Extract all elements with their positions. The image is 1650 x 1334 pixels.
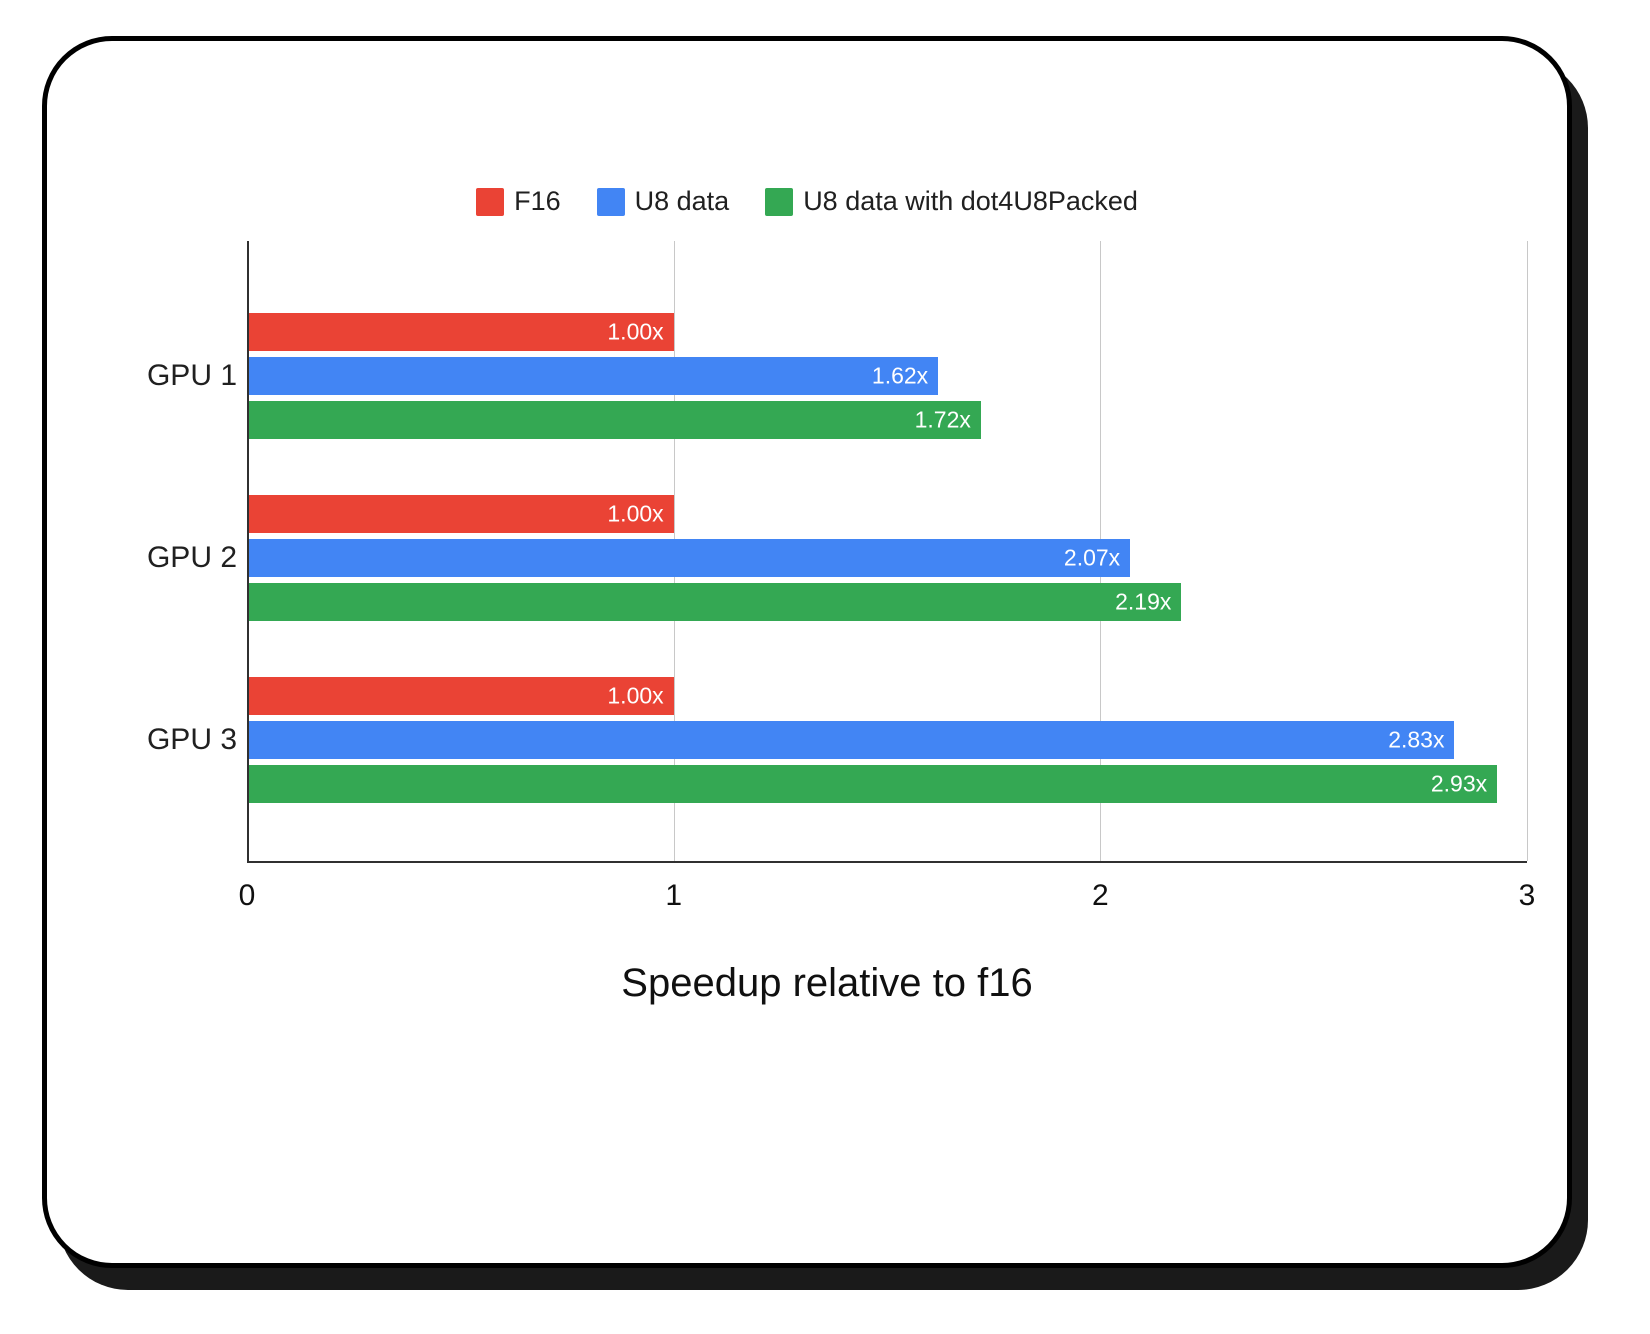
plot-area: 1.00x 1.62x 1.72x 1.00x 2.07x 2.19x 1.00x 2.83x… [127,241,1527,1041]
legend-swatch [765,188,793,216]
legend-swatch [476,188,504,216]
bar-value-label: 2.07x [1064,545,1120,572]
x-tick-label: 0 [239,879,256,913]
bar: 1.00x [247,313,674,351]
bar-value-label: 1.00x [607,683,663,710]
bar: 1.62x [247,357,938,395]
bar-value-label: 1.00x [607,501,663,528]
chart-area: 1.00x 1.62x 1.72x 1.00x 2.07x 2.19x 1.00x 2.83x… [247,241,1527,861]
bar: 1.00x [247,495,674,533]
bar: 1.00x [247,677,674,715]
bar-value-label: 2.83x [1388,727,1444,754]
y-axis-line [247,241,249,861]
bar: 2.19x [247,583,1181,621]
bar: 2.83x [247,721,1454,759]
category-label: GPU 2 [127,541,237,575]
x-tick-label: 3 [1519,879,1536,913]
x-axis-title: Speedup relative to f16 [127,961,1527,1006]
bar-value-label: 1.72x [915,407,971,434]
bar: 1.72x [247,401,981,439]
legend: F16 U8 data U8 data with dot4U8Packed [47,186,1567,217]
legend-item-u8packed: U8 data with dot4U8Packed [765,186,1138,217]
x-tick-label: 1 [665,879,682,913]
chart-card: F16 U8 data U8 data with dot4U8Packed 1.… [42,36,1572,1268]
gridline [1527,241,1528,861]
bar-value-label: 2.93x [1431,771,1487,798]
legend-label: U8 data [635,186,730,217]
legend-swatch [597,188,625,216]
legend-item-u8: U8 data [597,186,730,217]
x-axis-line [247,861,1527,863]
bar-value-label: 2.19x [1115,589,1171,616]
bar-value-label: 1.00x [607,319,663,346]
category-label: GPU 1 [127,359,237,393]
bar-value-label: 1.62x [872,363,928,390]
legend-label: F16 [514,186,561,217]
bar: 2.93x [247,765,1497,803]
legend-label: U8 data with dot4U8Packed [803,186,1138,217]
legend-item-f16: F16 [476,186,561,217]
bar: 2.07x [247,539,1130,577]
x-tick-label: 2 [1092,879,1109,913]
category-label: GPU 3 [127,723,237,757]
